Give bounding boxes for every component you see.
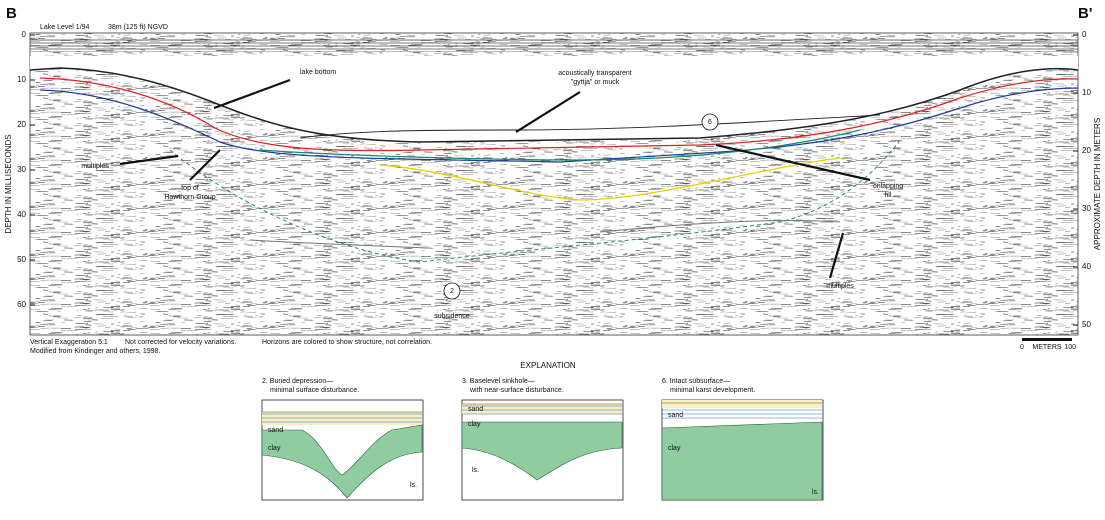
- horizon-green: [259, 129, 861, 161]
- label: multiples: [826, 283, 854, 290]
- panel-caption: 3. Baselevel sinkhole—: [462, 378, 535, 385]
- surface-band: [30, 38, 1078, 52]
- panel-caption: minimal karst development.: [670, 387, 755, 394]
- horizon-yellow: [379, 157, 841, 201]
- panel-caption: minimal surface disturbance.: [270, 387, 359, 394]
- arrow: [189, 149, 221, 181]
- tick-label: 60: [17, 300, 26, 309]
- layer-label: sand: [468, 406, 483, 413]
- tick-label: 30: [17, 165, 26, 174]
- layer-label: clay: [268, 445, 281, 452]
- tick-label: 30: [1082, 204, 1091, 213]
- tick-label: 40: [1082, 262, 1091, 271]
- horizon-red: [39, 77, 1079, 152]
- label: fill: [885, 192, 892, 199]
- sand-layer: [662, 400, 822, 408]
- panel-caption: 2. Buried depression—: [262, 378, 333, 385]
- tick-label: 50: [1082, 320, 1091, 329]
- layer-label: clay: [468, 421, 481, 428]
- label: Hawthorn Group: [164, 194, 215, 201]
- label: lake bottom: [300, 69, 336, 76]
- label: 2: [450, 288, 454, 295]
- multiple-reflector: [599, 219, 841, 233]
- tick-label: 0: [1082, 30, 1087, 39]
- clay-layer: [261, 424, 423, 499]
- tick-label: 10: [1082, 88, 1091, 97]
- annotations: [119, 78, 871, 300]
- explanation-panels: sand clay ls. 2. Buried depression— minimal …: [261, 378, 824, 501]
- label: acoustically transparent: [558, 70, 632, 77]
- section-label: B: [6, 5, 17, 22]
- panel-caption: 6. Intact subsurface—: [662, 378, 730, 385]
- label: top of: [181, 185, 199, 192]
- lake-bottom: [29, 67, 1079, 143]
- gyttja-top: [299, 114, 881, 139]
- marker-circle: [701, 113, 719, 131]
- axis-title: DEPTH IN MILLISECONDS: [4, 134, 13, 233]
- section-label: B': [1078, 5, 1092, 22]
- tick-label: 10: [17, 75, 26, 84]
- panel-caption: with near-surface disturbance.: [469, 387, 564, 394]
- tick-label: 0: [22, 30, 27, 39]
- layer-label: ls.: [410, 482, 417, 489]
- tick-label: 20: [1082, 146, 1091, 155]
- layer-label: sand: [668, 412, 683, 419]
- profile: [29, 32, 1079, 336]
- note: Horizons are colored to show structure, …: [262, 339, 432, 346]
- clay-layer: [461, 421, 623, 481]
- marker-circle: [443, 282, 461, 300]
- water-column: [30, 56, 1078, 142]
- label: onlapping: [873, 183, 903, 190]
- tick-label: 50: [17, 255, 26, 264]
- arrow: [715, 143, 871, 182]
- horizon-blue: [39, 87, 1079, 163]
- layer-label: ls.: [812, 489, 819, 496]
- ticks: 0 10 20 30 40 50 60 0 10 20 30 40 50: [17, 30, 1091, 329]
- multiple-reflector: [249, 239, 431, 249]
- scale-bar: [1022, 338, 1072, 341]
- explanation-title: EXPLANATION: [520, 361, 576, 370]
- layer-label: ls.: [472, 467, 479, 474]
- scale-label: 100: [1064, 344, 1076, 351]
- annotation-labels: lake bottom acoustically transparent "gy…: [81, 69, 903, 320]
- label: 6: [708, 119, 712, 126]
- scale-label: 0: [1020, 344, 1024, 351]
- axis-title: APPROXIMATE DEPTH IN METERS: [1093, 118, 1102, 250]
- elevation: 38m (125 ft) NGVD: [108, 24, 168, 31]
- explanation-panel: sand clay ls.: [661, 399, 824, 501]
- label: subsidence: [434, 313, 470, 320]
- layer-label: sand: [268, 427, 283, 434]
- arrow: [828, 232, 845, 279]
- lake-level: Lake Level 1/94: [40, 24, 90, 31]
- label: "gyttja" or muck: [571, 79, 620, 86]
- horizon-dashed: [169, 139, 901, 263]
- note: Vertical Exaggeration 5:1: [30, 339, 108, 346]
- label: multiples: [81, 163, 109, 170]
- note: Not corrected for velocity variations.: [125, 339, 236, 346]
- note: Modified from Kindinger and others, 1998…: [30, 348, 160, 355]
- tick-label: 40: [17, 210, 26, 219]
- arrow: [213, 78, 291, 110]
- clay-layer: [661, 421, 823, 501]
- explanation-panel: sand clay ls.: [261, 399, 424, 501]
- arrow: [515, 91, 581, 133]
- scale-label: METERS: [1032, 344, 1062, 351]
- sand-layer: [462, 404, 622, 414]
- tick-label: 20: [17, 120, 26, 129]
- explanation-panel: sand clay ls.: [461, 399, 624, 501]
- layer-label: clay: [668, 445, 681, 452]
- arrow: [119, 154, 179, 166]
